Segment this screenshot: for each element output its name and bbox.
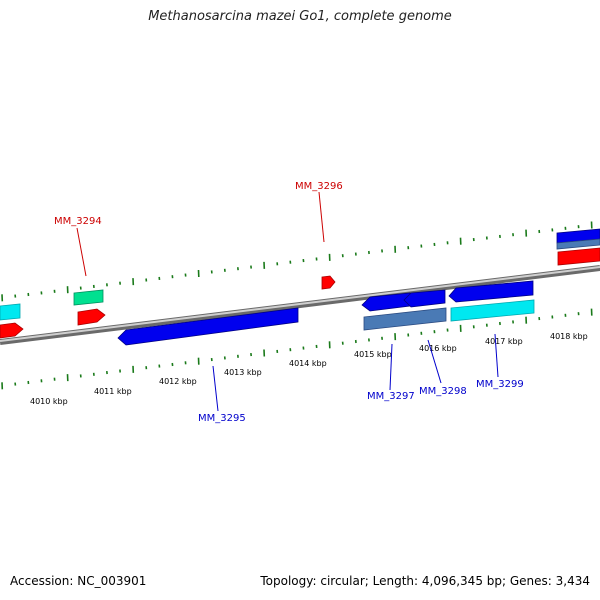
gene-label-mm3294[interactable]: MM_3294 <box>54 216 102 227</box>
accession-text: Accession: NC_003901 <box>10 574 147 588</box>
scale-label: 4010 kbp <box>30 397 68 406</box>
gene-label-mm3295[interactable]: MM_3295 <box>198 413 246 424</box>
genome-backbone-highlight <box>0 266 600 342</box>
gene-label-mm3299[interactable]: MM_3299 <box>476 379 524 390</box>
reverse-strand-genes <box>117 280 535 346</box>
gene-arrow[interactable] <box>556 238 600 250</box>
leader-line <box>318 191 325 243</box>
gene-label-mm3297[interactable]: MM_3297 <box>367 391 415 402</box>
leader-line <box>76 227 87 277</box>
gene-mm3295[interactable] <box>117 307 299 346</box>
gene-arrow[interactable] <box>363 307 447 331</box>
gene-labels: MM_3294 MM_3296 MM_3295 MM_3297 MM_3298 … <box>54 181 524 424</box>
gene-mm3294[interactable] <box>77 308 106 326</box>
scale-label: 4018 kbp <box>550 332 588 341</box>
lower-scale-ticks <box>1 308 593 390</box>
gene-arrow[interactable] <box>0 303 21 321</box>
gene-arrow[interactable] <box>450 299 535 322</box>
gene-label-mm3298[interactable]: MM_3298 <box>419 386 467 397</box>
scale-labels: 4010 kbp 4011 kbp 4012 kbp 4013 kbp 4014… <box>30 332 588 406</box>
gene-mm3299[interactable] <box>448 280 534 303</box>
scale-label: 4016 kbp <box>419 344 457 353</box>
gene-mm3296[interactable] <box>321 275 336 290</box>
gene-mm3298[interactable] <box>403 289 446 308</box>
scale-label: 4017 kbp <box>485 337 523 346</box>
gene-arrow[interactable] <box>73 289 104 306</box>
scale-label: 4013 kbp <box>224 368 262 377</box>
scale-label: 4011 kbp <box>94 387 132 396</box>
gene-arrow[interactable] <box>556 228 600 244</box>
scale-label: 4012 kbp <box>159 377 197 386</box>
scale-label: 4014 kbp <box>289 359 327 368</box>
leader-line <box>494 333 499 378</box>
leader-line <box>427 339 442 384</box>
scale-label: 4015 kbp <box>354 350 392 359</box>
page-title: Methanosarcina mazei Go1, complete genom… <box>148 9 452 24</box>
gene-label-mm3296[interactable]: MM_3296 <box>295 181 343 192</box>
leader-line <box>389 343 393 391</box>
gene-arrow[interactable] <box>0 322 24 339</box>
gene-arrow[interactable] <box>557 247 600 266</box>
forward-strand-genes <box>0 228 600 339</box>
leader-line <box>212 365 219 412</box>
topology-text: Topology: circular; Length: 4,096,345 bp… <box>260 574 590 588</box>
upper-scale-ticks <box>1 221 593 302</box>
